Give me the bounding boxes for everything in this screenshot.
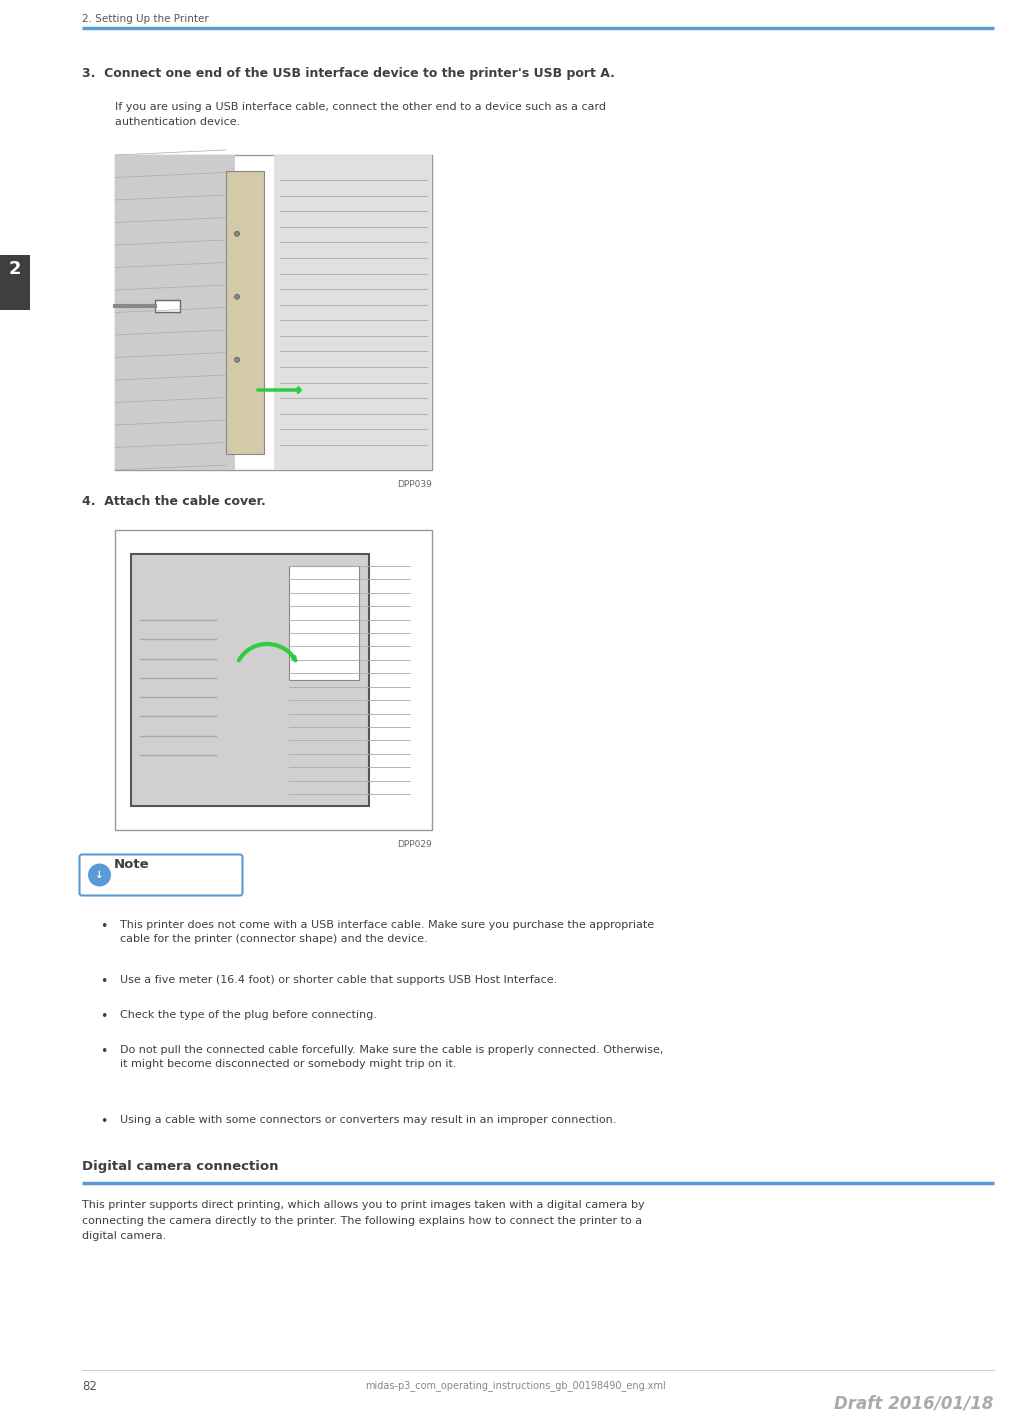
Bar bbox=[0, 254, 30, 310]
Bar bbox=[226, 171, 264, 455]
Text: 82: 82 bbox=[82, 1380, 97, 1393]
Text: Note: Note bbox=[114, 858, 150, 871]
Text: •: • bbox=[100, 975, 107, 988]
Text: DPP029: DPP029 bbox=[397, 840, 432, 848]
Text: Use a five meter (16.4 foot) or shorter cable that supports USB Host Interface.: Use a five meter (16.4 foot) or shorter … bbox=[120, 975, 557, 985]
Bar bbox=[115, 155, 432, 470]
Bar bbox=[115, 530, 432, 830]
Text: 4.  Attach the cable cover.: 4. Attach the cable cover. bbox=[82, 495, 266, 507]
Text: •: • bbox=[100, 1010, 107, 1023]
Circle shape bbox=[234, 294, 239, 300]
Text: 3.  Connect one end of the USB interface device to the printer's USB port A.: 3. Connect one end of the USB interface … bbox=[82, 67, 615, 80]
Text: ↓: ↓ bbox=[95, 870, 104, 880]
Text: If you are using a USB interface cable, connect the other end to a device such a: If you are using a USB interface cable, … bbox=[115, 102, 606, 126]
Text: Draft 2016/01/18: Draft 2016/01/18 bbox=[835, 1395, 994, 1412]
Text: Digital camera connection: Digital camera connection bbox=[82, 1160, 279, 1172]
Text: •: • bbox=[100, 1115, 107, 1128]
Text: •: • bbox=[100, 1044, 107, 1059]
Text: This printer supports direct printing, which allows you to print images taken wi: This printer supports direct printing, w… bbox=[82, 1199, 645, 1241]
Text: This printer does not come with a USB interface cable. Make sure you purchase th: This printer does not come with a USB in… bbox=[120, 919, 654, 945]
Bar bbox=[273, 155, 432, 470]
Text: 2. Setting Up the Printer: 2. Setting Up the Printer bbox=[82, 14, 208, 24]
Bar bbox=[289, 566, 359, 681]
Circle shape bbox=[234, 232, 239, 236]
Bar bbox=[115, 155, 235, 470]
Text: DPP039: DPP039 bbox=[397, 480, 432, 489]
Bar bbox=[155, 300, 180, 313]
Text: •: • bbox=[100, 919, 107, 934]
Text: 2: 2 bbox=[8, 260, 22, 277]
Text: midas-p3_com_operating_instructions_gb_00198490_eng.xml: midas-p3_com_operating_instructions_gb_0… bbox=[365, 1380, 667, 1391]
Text: Do not pull the connected cable forcefully. Make sure the cable is properly conn: Do not pull the connected cable forceful… bbox=[120, 1044, 664, 1070]
Bar bbox=[131, 554, 368, 806]
Circle shape bbox=[88, 864, 111, 887]
FancyBboxPatch shape bbox=[79, 854, 243, 895]
Circle shape bbox=[234, 357, 239, 362]
Text: Check the type of the plug before connecting.: Check the type of the plug before connec… bbox=[120, 1010, 377, 1020]
Text: Using a cable with some connectors or converters may result in an improper conne: Using a cable with some connectors or co… bbox=[120, 1115, 616, 1125]
